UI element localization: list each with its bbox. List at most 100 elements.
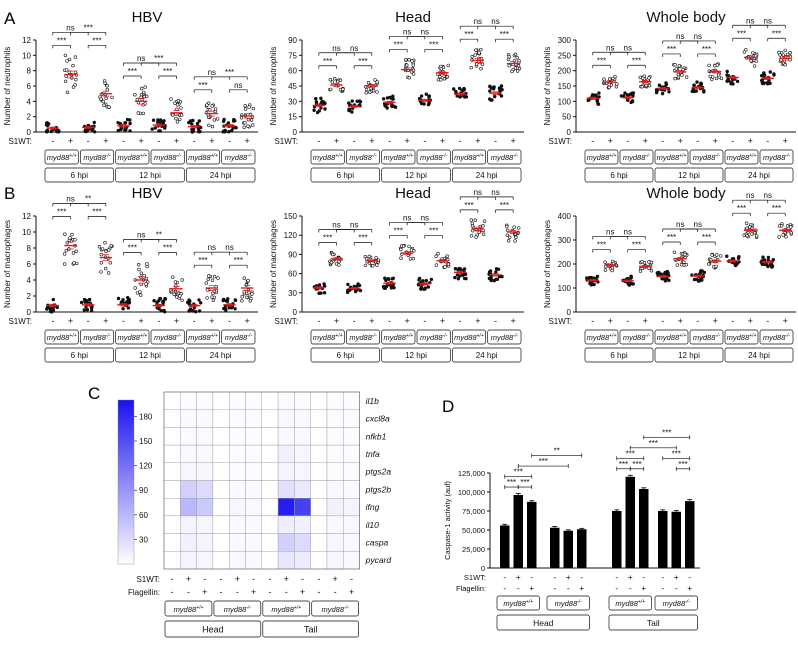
genotype-box: [311, 600, 359, 617]
data-point: [649, 260, 654, 265]
s1wt-sign: +: [440, 316, 445, 326]
data-point: [615, 82, 619, 86]
genotype-label: myd88-/-: [349, 333, 377, 342]
sig-label: ns: [764, 191, 772, 200]
genotype-label: myd88-/-: [349, 153, 377, 162]
time-label: 12 hpi: [678, 171, 700, 180]
time-label: 12 hpi: [405, 351, 427, 360]
heatmap-cell: [163, 444, 181, 464]
heatmap-cell: [326, 444, 344, 464]
data-point: [788, 50, 792, 55]
data-point: [453, 275, 457, 280]
data-point: [610, 268, 614, 273]
sig-label: ***: [619, 460, 628, 469]
heatmap-cell: [212, 444, 230, 464]
data-point: [212, 118, 217, 122]
data-point: [410, 59, 414, 63]
genotype-box: [221, 149, 256, 165]
data-point: [506, 239, 511, 243]
data-point: [399, 247, 403, 252]
data-point: [665, 269, 670, 274]
y-axis-label: Number of macrophages: [543, 220, 552, 308]
sig-label: ***: [597, 56, 606, 65]
s1wt-sign: +: [369, 136, 374, 146]
heatmap-cell: [261, 391, 279, 410]
heatmap-cell: [343, 444, 360, 464]
sig-label: ns: [137, 54, 145, 63]
colorbar-tick-label: 60: [139, 511, 148, 520]
data-point: [49, 129, 53, 134]
sig-label: ***: [323, 233, 332, 242]
s1wt-sign: +: [68, 136, 73, 146]
s1wt-sign: +: [369, 316, 374, 326]
sig-label: ***: [464, 201, 473, 210]
data-point: [436, 251, 440, 256]
data-point: [223, 307, 228, 311]
sig-label: ns: [491, 17, 499, 26]
sig-label: ***: [737, 29, 746, 38]
data-point: [136, 111, 141, 115]
genotype-box: [213, 600, 262, 617]
data-point: [445, 254, 449, 258]
sig-label: ns: [624, 43, 632, 52]
data-point: [748, 225, 752, 229]
data-point: [364, 91, 368, 95]
s1wt-sign: -: [157, 316, 160, 326]
heatmap-cell: [180, 551, 197, 570]
data-point: [197, 129, 202, 134]
flagellin-sign: +: [641, 583, 646, 593]
genotype-box: [451, 329, 487, 345]
s1wt-sign: -: [252, 574, 255, 584]
genotype-label: myd88-/-: [555, 599, 583, 608]
data-point: [99, 261, 104, 265]
heatmap-cell: [228, 444, 246, 464]
heatmap-cell: [212, 533, 230, 552]
heatmap-cell: [228, 427, 246, 446]
data-point: [133, 92, 137, 97]
data-point: [63, 232, 67, 236]
data-point: [630, 91, 634, 96]
data-point: [82, 297, 87, 302]
data-point: [766, 255, 771, 260]
panel-letter-a: A: [4, 9, 16, 28]
y-tick-label: 60: [288, 270, 297, 279]
heatmap-cell: [326, 498, 344, 517]
data-point: [145, 262, 149, 266]
s1wt-sign: -: [615, 572, 618, 582]
data-point: [171, 275, 175, 279]
data-point: [206, 277, 210, 281]
data-point: [99, 252, 104, 257]
tissue-label: Head: [533, 618, 554, 628]
heatmap-row-label: ptgs2a: [365, 467, 392, 477]
data-point: [469, 65, 473, 70]
time-box: [185, 167, 256, 183]
data-point: [338, 78, 343, 83]
y-tick-label: 0: [27, 308, 32, 317]
heatmap-cell: [310, 409, 328, 428]
data-point: [331, 252, 335, 257]
data-point: [251, 106, 256, 111]
heatmap-cell: [212, 391, 230, 410]
sig-label: ***: [672, 449, 681, 458]
sig-label: ns: [606, 43, 614, 52]
data-point: [68, 236, 72, 240]
data-point: [744, 221, 749, 225]
data-point: [515, 69, 520, 73]
genotype-box: [619, 329, 654, 345]
genotype-label: myd88+/+: [454, 153, 484, 162]
heatmap-cell: [196, 498, 214, 517]
sig-label: ns: [66, 194, 74, 203]
genotype-label: myd88-/-: [224, 605, 252, 614]
heatmap-row-label: tnfa: [366, 449, 380, 459]
data-point: [471, 229, 475, 233]
data-point: [479, 47, 483, 52]
s1wt-sign: -: [220, 574, 223, 584]
heatmap-cell: [245, 480, 262, 499]
bar: [639, 488, 649, 568]
data-point: [83, 128, 88, 133]
y-tick-label: 75,000: [462, 507, 485, 516]
data-point: [429, 277, 434, 282]
heatmap-cell: [196, 515, 214, 534]
sig-label: ns: [474, 188, 482, 197]
s1wt-sign: -: [317, 316, 320, 326]
